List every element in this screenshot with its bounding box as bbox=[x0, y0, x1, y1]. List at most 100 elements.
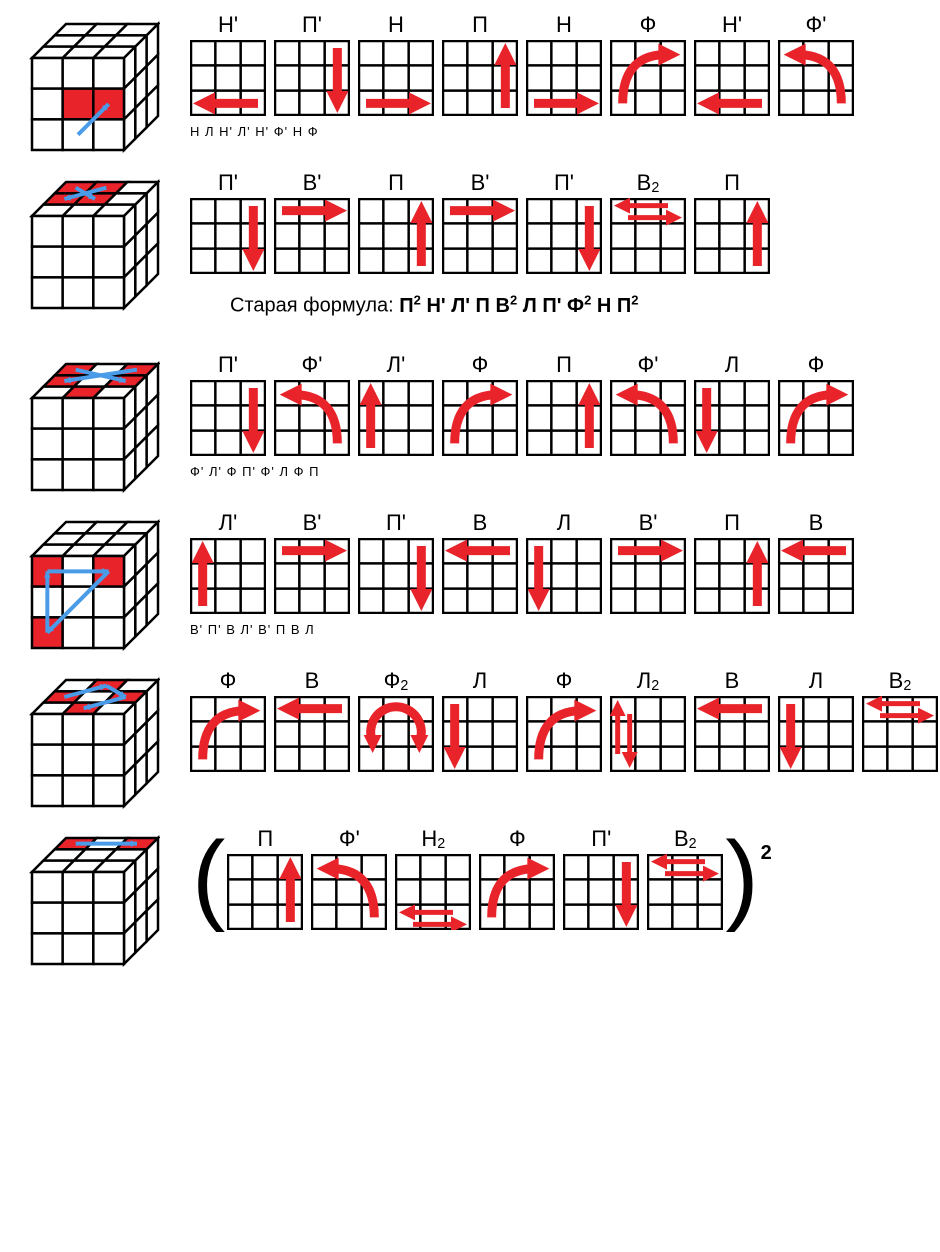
moves-sequence: Л'В'П'ВЛВ'ПВ bbox=[190, 508, 930, 614]
move-grid bbox=[442, 538, 518, 614]
move-grid bbox=[190, 696, 266, 772]
cube-diagram bbox=[10, 508, 190, 658]
move-step: Н2 bbox=[395, 824, 471, 930]
move-step: Л bbox=[442, 666, 518, 772]
move-label: В2 bbox=[674, 824, 697, 852]
move-grid bbox=[694, 380, 770, 456]
move-step: Ф bbox=[778, 350, 854, 456]
move-step: Л bbox=[778, 666, 854, 772]
move-label: П' bbox=[218, 350, 238, 378]
move-step: Л' bbox=[190, 508, 266, 614]
move-grid bbox=[694, 538, 770, 614]
move-label: Н2 bbox=[421, 824, 445, 852]
move-step: Л' bbox=[358, 350, 434, 456]
moves-column: (ПФ'Н2ФП'В2)2 bbox=[190, 824, 930, 930]
move-grid bbox=[311, 854, 387, 930]
move-step: П bbox=[227, 824, 303, 930]
move-label: Ф bbox=[509, 824, 526, 852]
move-step: П' bbox=[274, 10, 350, 116]
move-grid bbox=[358, 538, 434, 614]
move-step: П' bbox=[563, 824, 639, 930]
moves-column: П'Ф'Л'ФПФ'ЛФФ' Л' Ф П' Ф' Л Ф П bbox=[190, 350, 930, 497]
move-label: Ф bbox=[556, 666, 573, 694]
move-grid bbox=[358, 380, 434, 456]
move-label: Л bbox=[473, 666, 487, 694]
move-label: В bbox=[725, 666, 740, 694]
move-grid bbox=[694, 696, 770, 772]
algorithm-row: (ПФ'Н2ФП'В2)2 bbox=[10, 824, 930, 974]
move-step: В' bbox=[274, 508, 350, 614]
algorithm-row: Н'П'НПНФН'Ф'Н Л Н' Л' Н' Ф' Н Ф bbox=[10, 10, 930, 160]
move-grid bbox=[274, 380, 350, 456]
moves-column: Н'П'НПНФН'Ф'Н Л Н' Л' Н' Ф' Н Ф bbox=[190, 10, 930, 157]
move-step: В' bbox=[274, 168, 350, 274]
bracket-group: (ПФ'Н2ФП'В2)2 bbox=[190, 824, 930, 930]
move-step: П bbox=[694, 168, 770, 274]
move-step: Н' bbox=[694, 10, 770, 116]
move-label: Ф bbox=[808, 350, 825, 378]
move-grid bbox=[862, 696, 938, 772]
move-grid bbox=[563, 854, 639, 930]
move-grid bbox=[526, 380, 602, 456]
moves-column: ФВФ2ЛФЛ2ВЛВ2 bbox=[190, 666, 938, 774]
move-step: Н bbox=[358, 10, 434, 116]
move-grid bbox=[274, 198, 350, 274]
move-label: Л bbox=[557, 508, 571, 536]
move-grid bbox=[442, 380, 518, 456]
move-step: П' bbox=[526, 168, 602, 274]
move-label: Ф2 bbox=[384, 666, 409, 694]
move-label: Н' bbox=[722, 10, 742, 38]
move-step: В' bbox=[610, 508, 686, 614]
move-label: Л' bbox=[387, 350, 406, 378]
move-grid bbox=[526, 198, 602, 274]
algorithm-row: П'Ф'Л'ФПФ'ЛФФ' Л' Ф П' Ф' Л Ф П bbox=[10, 350, 930, 500]
moves-sequence: ФВФ2ЛФЛ2ВЛВ2 bbox=[190, 666, 938, 772]
move-label: Н' bbox=[218, 10, 238, 38]
move-step: П bbox=[526, 350, 602, 456]
move-grid bbox=[190, 380, 266, 456]
move-step: В2 bbox=[647, 824, 723, 930]
move-grid bbox=[227, 854, 303, 930]
move-step: Н' bbox=[190, 10, 266, 116]
old-formula: Старая формула: П2 Н' Л' П В2 Л П' Ф2 Н … bbox=[230, 292, 930, 318]
cube-diagram bbox=[10, 350, 190, 500]
move-label: П' bbox=[386, 508, 406, 536]
bracket-exponent: 2 bbox=[761, 842, 772, 865]
inverse-formula-text: Ф' Л' Ф П' Ф' Л Ф П bbox=[190, 464, 930, 479]
inverse-formula-text: В' П' В Л' В' П В Л bbox=[190, 622, 930, 637]
move-label: В' bbox=[303, 508, 322, 536]
move-label: П bbox=[388, 168, 404, 196]
move-grid bbox=[526, 696, 602, 772]
formula-moves: П2 Н' Л' П В2 Л П' Ф2 Н П2 bbox=[399, 295, 638, 317]
move-label: Ф bbox=[472, 350, 489, 378]
move-grid bbox=[358, 696, 434, 772]
move-grid bbox=[274, 696, 350, 772]
move-step: Ф' bbox=[778, 10, 854, 116]
move-grid bbox=[442, 696, 518, 772]
move-grid bbox=[479, 854, 555, 930]
move-grid bbox=[190, 538, 266, 614]
move-grid bbox=[526, 40, 602, 116]
move-label: Л bbox=[725, 350, 739, 378]
move-label: Н bbox=[388, 10, 404, 38]
move-grid bbox=[190, 198, 266, 274]
move-step: В bbox=[778, 508, 854, 614]
move-label: В bbox=[809, 508, 824, 536]
move-step: Ф bbox=[610, 10, 686, 116]
bracket-right: ) bbox=[723, 827, 760, 927]
move-label: Л bbox=[809, 666, 823, 694]
move-label: П bbox=[472, 10, 488, 38]
move-step: Ф' bbox=[610, 350, 686, 456]
move-step: Ф bbox=[190, 666, 266, 772]
move-step: П' bbox=[358, 508, 434, 614]
algorithm-row: Л'В'П'ВЛВ'ПВВ' П' В Л' В' П В Л bbox=[10, 508, 930, 658]
move-label: Ф' bbox=[339, 824, 360, 852]
move-label: Л2 bbox=[637, 666, 659, 694]
move-grid bbox=[610, 380, 686, 456]
move-label: Л' bbox=[219, 508, 238, 536]
move-grid bbox=[190, 40, 266, 116]
moves-column: П'В'ПВ'П'В2ПСтарая формула: П2 Н' Л' П В… bbox=[190, 168, 930, 342]
move-label: В2 bbox=[889, 666, 912, 694]
move-grid bbox=[778, 538, 854, 614]
move-label: П' bbox=[554, 168, 574, 196]
